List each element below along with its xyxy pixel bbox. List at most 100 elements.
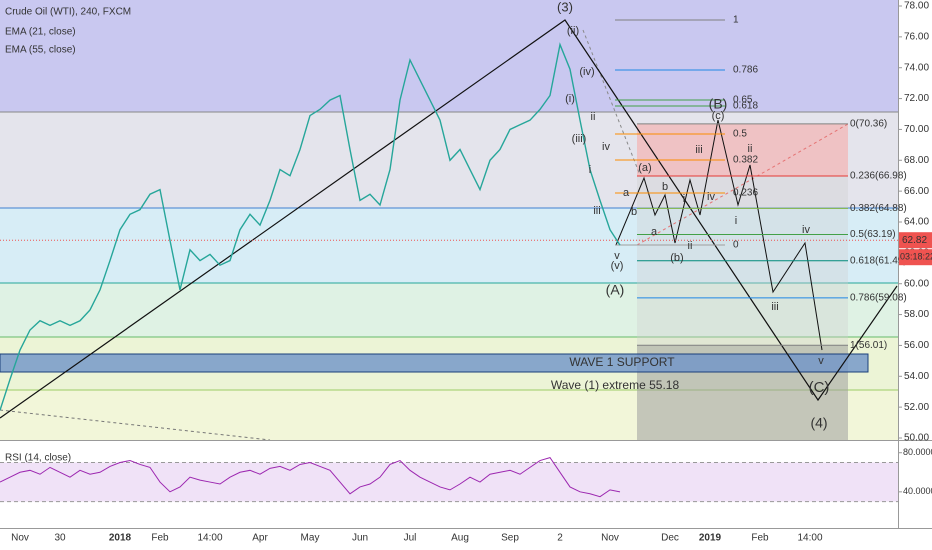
wave-label: iii (695, 144, 702, 156)
band (0, 0, 898, 112)
wave-label: i (683, 193, 685, 205)
x-tick-label: 2019 (699, 533, 722, 544)
x-tick-label: Nov (601, 533, 619, 544)
trend-line (582, 29, 641, 176)
y-tick-label: 50.00 (904, 433, 929, 444)
y-tick-label: 70.00 (904, 124, 929, 135)
rsi-line (0, 457, 621, 498)
fib-label: 0.618 (733, 101, 758, 112)
y-tick-label: 80.0000 (903, 447, 932, 457)
fib-label: 0.786 (733, 65, 758, 76)
x-tick-label: May (301, 533, 320, 544)
x-tick-label: 2018 (109, 533, 132, 544)
price-tag-box (899, 232, 932, 249)
wave-label: v (614, 250, 620, 262)
wave-label: (4) (810, 415, 827, 431)
projection-line (615, 119, 823, 351)
fib-label: 0 (733, 240, 739, 251)
x-tick-label: 30 (54, 533, 66, 544)
wave-label: ii (688, 240, 693, 252)
wave-label: iv (602, 141, 610, 153)
fib-label: 0.786(59.08) (850, 293, 907, 304)
fib-label: 0.618(61.49) (850, 255, 907, 266)
chart-title: Crude Oil (WTI), 240, FXCM (5, 7, 131, 18)
wave-label: (v) (611, 260, 624, 272)
x-tick-label: Sep (501, 533, 519, 544)
band (0, 208, 898, 283)
fib-label: 0.382(64.88) (850, 203, 907, 214)
x-tick-label: Feb (751, 533, 769, 544)
x-tick-label: Feb (151, 533, 169, 544)
fib-fill (637, 123, 848, 177)
x-tick-label: Aug (451, 533, 469, 544)
fib-label: 0.382 (733, 155, 758, 166)
wave-label: ii (748, 143, 753, 155)
rsi-title: RSI (14, close) (5, 453, 71, 464)
rsi-band (0, 462, 898, 502)
wave-label: (B) (709, 96, 728, 112)
wave-label: (iv) (579, 66, 594, 78)
y-tick-label: 74.00 (904, 62, 929, 73)
wave-label: iv (802, 224, 810, 236)
wave-label: iii (593, 205, 600, 217)
y-tick-label: 76.00 (904, 31, 929, 42)
y-tick-label: 52.00 (904, 402, 929, 413)
support-label: WAVE 1 SUPPORT (569, 355, 675, 369)
x-tick-label: Nov (11, 533, 29, 544)
support-box (0, 353, 869, 373)
wave-label: b (631, 206, 637, 218)
legend-entry: EMA (55, close) (5, 45, 76, 56)
wave-label: iv (707, 191, 715, 203)
wave-label: (iii) (572, 133, 587, 145)
fib-label: 0.236(66.98) (850, 171, 907, 182)
y-tick-label: 72.00 (904, 93, 929, 104)
y-tick-label: 66.00 (904, 186, 929, 197)
wave-label: (b) (670, 252, 683, 264)
fib-label: 0.236 (733, 188, 758, 199)
wave-label: i (735, 215, 737, 227)
wave-label: (c) (712, 110, 725, 122)
wave-label: ii (591, 111, 596, 123)
fib-label: 0.5(63.19) (850, 229, 896, 240)
wave-label: iii (771, 301, 778, 313)
trend-line (636, 123, 849, 246)
x-tick-label: 2 (557, 533, 563, 544)
y-tick-label: 54.00 (904, 371, 929, 382)
legend-entry: EMA (21, close) (5, 27, 76, 38)
countdown-box (899, 249, 932, 266)
y-tick-label: 64.00 (904, 217, 929, 228)
wave-line (0, 19, 898, 419)
wave-label: i (589, 164, 591, 176)
x-tick-label: Dec (661, 533, 679, 544)
wave-label: (3) (557, 0, 573, 14)
x-tick-label: 14:00 (197, 533, 222, 544)
fib-label: 0(70.36) (850, 119, 887, 130)
wave-label: (A) (606, 282, 625, 298)
x-tick-label: Apr (252, 533, 268, 544)
price-line (0, 42, 621, 411)
wave-label: (ii) (567, 25, 579, 37)
wave-label: b (662, 181, 668, 193)
y-tick-label: 68.00 (904, 155, 929, 166)
fib-label: 0.65 (733, 95, 753, 106)
wave-label: v (818, 355, 824, 367)
y-tick-label: 58.00 (904, 309, 929, 320)
wave-label: (C) (809, 379, 830, 396)
band (0, 283, 898, 337)
x-tick-label: 14:00 (797, 533, 822, 544)
y-tick-label: 40.0000 (903, 486, 932, 496)
y-tick-label: 56.00 (904, 340, 929, 351)
wave-label: a (651, 226, 658, 238)
fib-label: 1(56.01) (850, 340, 887, 351)
countdown: 03:18:22 (900, 252, 932, 262)
fib-label: 1 (733, 15, 739, 26)
y-tick-label: 60.00 (904, 278, 929, 289)
wave-label: (i) (565, 93, 575, 105)
price-tag: 62.82 (902, 235, 927, 246)
y-tick-label: 78.00 (904, 1, 929, 12)
fib-label: 0.5 (733, 129, 747, 140)
x-tick-label: Jul (404, 533, 417, 544)
x-tick-label: Jun (352, 533, 368, 544)
wave-label: a (623, 187, 630, 199)
